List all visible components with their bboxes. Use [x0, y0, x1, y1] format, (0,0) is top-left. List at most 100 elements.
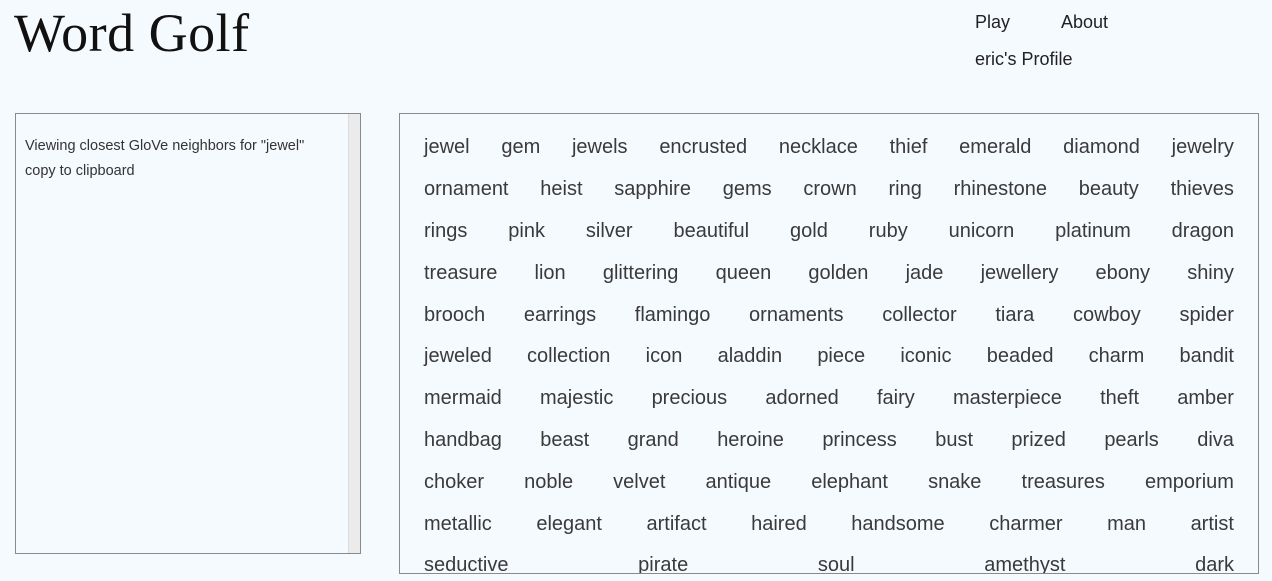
copy-to-clipboard-link[interactable]: copy to clipboard	[25, 163, 135, 179]
neighbor-word[interactable]: iconic	[900, 345, 952, 368]
neighbor-word[interactable]: majestic	[540, 387, 614, 410]
neighbor-word[interactable]: ornaments	[749, 303, 844, 326]
neighbor-word[interactable]: necklace	[778, 136, 858, 159]
neighbor-word[interactable]: handsome	[851, 512, 945, 535]
neighbor-word[interactable]: diamond	[1063, 136, 1140, 159]
neighbor-word[interactable]: emerald	[959, 136, 1032, 159]
neighbor-word[interactable]: beautiful	[673, 219, 750, 242]
neighbor-word[interactable]: noble	[524, 470, 574, 493]
nav-profile-link[interactable]: eric's Profile	[975, 49, 1073, 69]
neighbor-word[interactable]: antique	[705, 470, 772, 493]
neighbor-word[interactable]: gold	[790, 219, 828, 242]
neighbor-word[interactable]: soul	[817, 554, 855, 574]
neighbor-word[interactable]: charmer	[989, 512, 1063, 535]
neighbor-word[interactable]: bandit	[1179, 345, 1234, 368]
neighbor-word[interactable]: seductive	[424, 554, 509, 574]
neighbor-word[interactable]: amber	[1177, 387, 1234, 410]
neighbor-word[interactable]: jewelry	[1171, 136, 1234, 159]
neighbor-word[interactable]: platinum	[1055, 219, 1131, 242]
neighbor-row: handbag beast grand heroine princess bust priz…	[424, 420, 1234, 462]
neighbor-word[interactable]: man	[1107, 512, 1147, 535]
neighbor-word[interactable]: earrings	[523, 303, 597, 326]
neighbor-word[interactable]: metallic	[424, 512, 492, 535]
neighbor-word[interactable]: treasures	[1021, 470, 1105, 493]
neighbor-word[interactable]: precious	[651, 387, 728, 410]
neighbor-word[interactable]: gems	[722, 178, 772, 201]
neighbor-word[interactable]: snake	[928, 470, 982, 493]
neighbor-word[interactable]: dark	[1195, 554, 1234, 574]
neighbor-word[interactable]: choker	[424, 470, 485, 493]
neighbor-word[interactable]: prized	[1011, 428, 1066, 451]
neighbors-panel: jewel gem jewels encrusted necklace thief emer…	[399, 113, 1259, 574]
neighbor-word[interactable]: fairy	[876, 387, 915, 410]
neighbor-word[interactable]: gem	[501, 136, 541, 159]
neighbor-word[interactable]: elephant	[811, 470, 888, 493]
neighbor-word[interactable]: rings	[424, 219, 468, 242]
neighbor-word[interactable]: dragon	[1171, 219, 1234, 242]
neighbor-word[interactable]: diva	[1197, 428, 1234, 451]
neighbor-word[interactable]: shiny	[1187, 261, 1234, 284]
neighbor-word[interactable]: jewel	[424, 136, 470, 159]
neighbor-word[interactable]: beauty	[1078, 178, 1139, 201]
neighbor-word[interactable]: tiara	[995, 303, 1035, 326]
neighbor-word[interactable]: silver	[585, 219, 633, 242]
neighbor-word[interactable]: collector	[882, 303, 957, 326]
neighbor-word[interactable]: elegant	[536, 512, 602, 535]
neighbor-word[interactable]: emporium	[1145, 470, 1234, 493]
neighbor-row: metallic elegant artifact haired handsome cha…	[424, 503, 1234, 545]
neighbor-word[interactable]: bust	[935, 428, 974, 451]
neighbor-word[interactable]: mermaid	[424, 387, 502, 410]
neighbor-word[interactable]: spider	[1179, 303, 1234, 326]
neighbor-word[interactable]: golden	[808, 261, 869, 284]
neighbor-word[interactable]: heist	[540, 178, 583, 201]
neighbor-word[interactable]: cowboy	[1072, 303, 1141, 326]
neighbor-word[interactable]: pink	[508, 219, 545, 242]
neighbor-word[interactable]: collection	[527, 345, 611, 368]
neighbor-word[interactable]: thief	[889, 136, 928, 159]
neighbor-word[interactable]: artifact	[646, 512, 707, 535]
neighbor-word[interactable]: crown	[803, 178, 857, 201]
neighbor-word[interactable]: velvet	[613, 470, 666, 493]
neighbor-word[interactable]: amethyst	[984, 554, 1066, 574]
neighbor-word[interactable]: jade	[905, 261, 944, 284]
neighbor-word[interactable]: glittering	[602, 261, 679, 284]
nav-play-link[interactable]: Play	[975, 12, 1011, 32]
neighbor-word[interactable]: jeweled	[424, 345, 492, 368]
neighbor-word[interactable]: grand	[627, 428, 679, 451]
neighbor-word[interactable]: pearls	[1104, 428, 1159, 451]
neighbor-word[interactable]: flamingo	[634, 303, 711, 326]
neighbor-word[interactable]: pirate	[638, 554, 689, 574]
neighbor-word[interactable]: ring	[888, 178, 922, 201]
neighbor-word[interactable]: artist	[1190, 512, 1234, 535]
neighbor-word[interactable]: handbag	[424, 428, 502, 451]
neighbor-word[interactable]: princess	[822, 428, 897, 451]
neighbor-word[interactable]: ornament	[424, 178, 509, 201]
neighbor-word[interactable]: theft	[1100, 387, 1140, 410]
neighbor-word[interactable]: beast	[540, 428, 590, 451]
neighbor-word[interactable]: beaded	[986, 345, 1054, 368]
info-panel-scrollbar[interactable]	[348, 114, 360, 553]
neighbor-word[interactable]: thieves	[1170, 178, 1234, 201]
neighbor-word[interactable]: jewellery	[980, 261, 1059, 284]
neighbor-word[interactable]: brooch	[424, 303, 486, 326]
neighbor-word[interactable]: rhinestone	[953, 178, 1047, 201]
nav-about-link[interactable]: About	[1061, 12, 1109, 32]
neighbor-word[interactable]: ruby	[868, 219, 908, 242]
neighbor-word[interactable]: sapphire	[614, 178, 691, 201]
neighbor-word[interactable]: ebony	[1095, 261, 1151, 284]
neighbor-word[interactable]: piece	[817, 345, 866, 368]
neighbor-word[interactable]: icon	[645, 345, 683, 368]
neighbor-word[interactable]: queen	[715, 261, 772, 284]
neighbor-word[interactable]: encrusted	[659, 136, 748, 159]
neighbor-word[interactable]: masterpiece	[952, 387, 1062, 410]
neighbor-word[interactable]: adorned	[765, 387, 839, 410]
neighbor-word[interactable]: charm	[1088, 345, 1145, 368]
neighbor-word[interactable]: heroine	[717, 428, 784, 451]
neighbor-word[interactable]: aladdin	[717, 345, 783, 368]
neighbor-word[interactable]: treasure	[424, 261, 498, 284]
neighbor-word[interactable]: unicorn	[948, 219, 1015, 242]
neighbor-word[interactable]: lion	[534, 261, 566, 284]
neighbor-word[interactable]: haired	[751, 512, 807, 535]
neighbor-word[interactable]: jewels	[571, 136, 628, 159]
neighbors-grid: jewel gem jewels encrusted necklace thief emer…	[424, 127, 1234, 574]
